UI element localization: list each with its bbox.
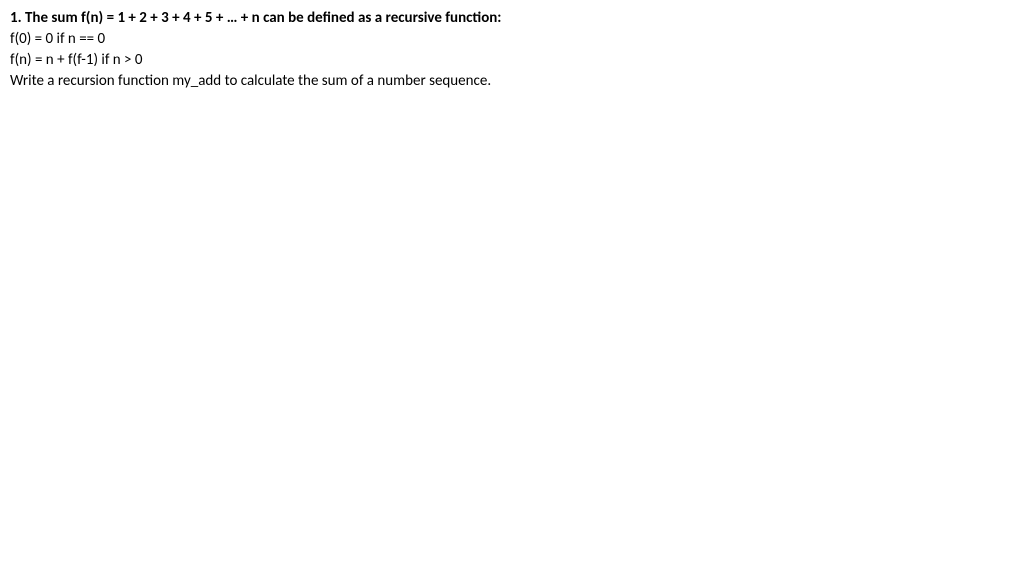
definition-line-2: f(n) = n + f(f-1) if n > 0 — [10, 50, 1014, 71]
instruction-line: Write a recursion function my_add to cal… — [10, 71, 1014, 92]
problem-heading: 1. The sum f(n) = 1 + 2 + 3 + 4 + 5 + … … — [10, 8, 1014, 29]
definition-line-1: f(0) = 0 if n == 0 — [10, 29, 1014, 50]
